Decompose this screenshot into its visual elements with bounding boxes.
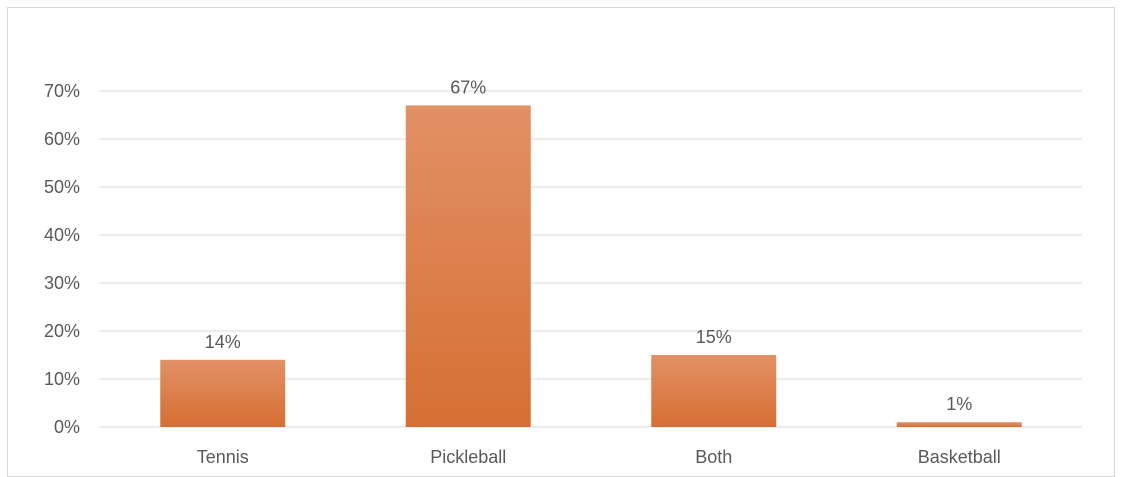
- x-category-label: Tennis: [197, 447, 249, 467]
- y-axis-ticks: 0% 10% 20% 30% 40% 50% 60% 70%: [44, 81, 80, 437]
- bar-pickleball: [405, 105, 531, 428]
- y-tick-label: 30%: [44, 273, 80, 293]
- x-category-label: Both: [695, 447, 732, 467]
- y-tick-label: 40%: [44, 225, 80, 245]
- bars: [160, 105, 1022, 428]
- x-axis-categories: Tennis Pickleball Both Basketball: [197, 447, 1001, 467]
- x-category-label: Basketball: [918, 447, 1001, 467]
- y-tick-label: 70%: [44, 81, 80, 101]
- y-tick-label: 20%: [44, 321, 80, 341]
- y-tick-label: 50%: [44, 177, 80, 197]
- data-labels: 14% 67% 15% 1%: [205, 77, 973, 414]
- bar-basketball: [896, 422, 1022, 427]
- y-tick-label: 60%: [44, 129, 80, 149]
- data-label: 15%: [696, 327, 732, 347]
- data-label: 67%: [450, 77, 486, 97]
- y-tick-label: 0%: [54, 417, 80, 437]
- bar-tennis: [160, 359, 286, 427]
- data-label: 1%: [946, 394, 972, 414]
- x-category-label: Pickleball: [430, 447, 506, 467]
- data-label: 14%: [205, 332, 241, 352]
- bar-both: [651, 355, 777, 427]
- y-tick-label: 10%: [44, 369, 80, 389]
